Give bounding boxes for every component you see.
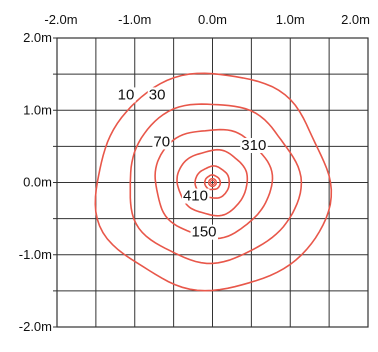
y-tick-label: 0.0m xyxy=(23,175,52,190)
x-tick-label: 0.0m xyxy=(198,12,227,27)
x-tick-label: 1.0m xyxy=(276,12,305,27)
contour-line-310 xyxy=(194,165,230,199)
contour-label-410: 410 xyxy=(183,188,208,205)
contour-label-bg xyxy=(152,134,172,150)
x-tick-label: 2.0m xyxy=(341,12,370,27)
y-tick-label: -2.0m xyxy=(19,319,52,334)
contour-label-bg xyxy=(147,87,167,103)
center-ring xyxy=(207,177,218,188)
contour-label-310: 310 xyxy=(241,137,266,154)
contour-label-150: 150 xyxy=(192,224,217,241)
contour-line-150 xyxy=(176,148,249,217)
x-tick-labels: -2.0m -1.0m 0.0m 1.0m 2.0m xyxy=(44,12,370,27)
x-tick-label: -1.0m xyxy=(118,12,151,27)
x-tick-label: -2.0m xyxy=(44,12,77,27)
contour-label-30: 30 xyxy=(149,86,166,103)
contour-labels: 10 30 70 150 310 410 xyxy=(116,86,268,241)
contour-label-bg xyxy=(240,137,268,153)
contour-line-70 xyxy=(154,128,274,240)
contour-label-bg xyxy=(116,87,136,103)
y-tick-label: 1.0m xyxy=(23,102,52,117)
contour-lines xyxy=(94,72,333,292)
contour-label-bg xyxy=(181,188,210,204)
contour-line-30 xyxy=(129,103,303,265)
contour-label-10: 10 xyxy=(118,86,135,103)
center-marks xyxy=(207,177,218,188)
y-tick-label: -1.0m xyxy=(19,247,52,262)
y-tick-label: 2.0m xyxy=(23,30,52,45)
contour-line-10 xyxy=(94,72,333,292)
contour-line-410 xyxy=(203,174,222,191)
y-tick-labels: 2.0m 1.0m 0.0m -1.0m -2.0m xyxy=(19,30,52,334)
contour-label-bg xyxy=(190,224,219,240)
center-dot xyxy=(209,179,216,186)
contour-label-70: 70 xyxy=(153,133,170,150)
